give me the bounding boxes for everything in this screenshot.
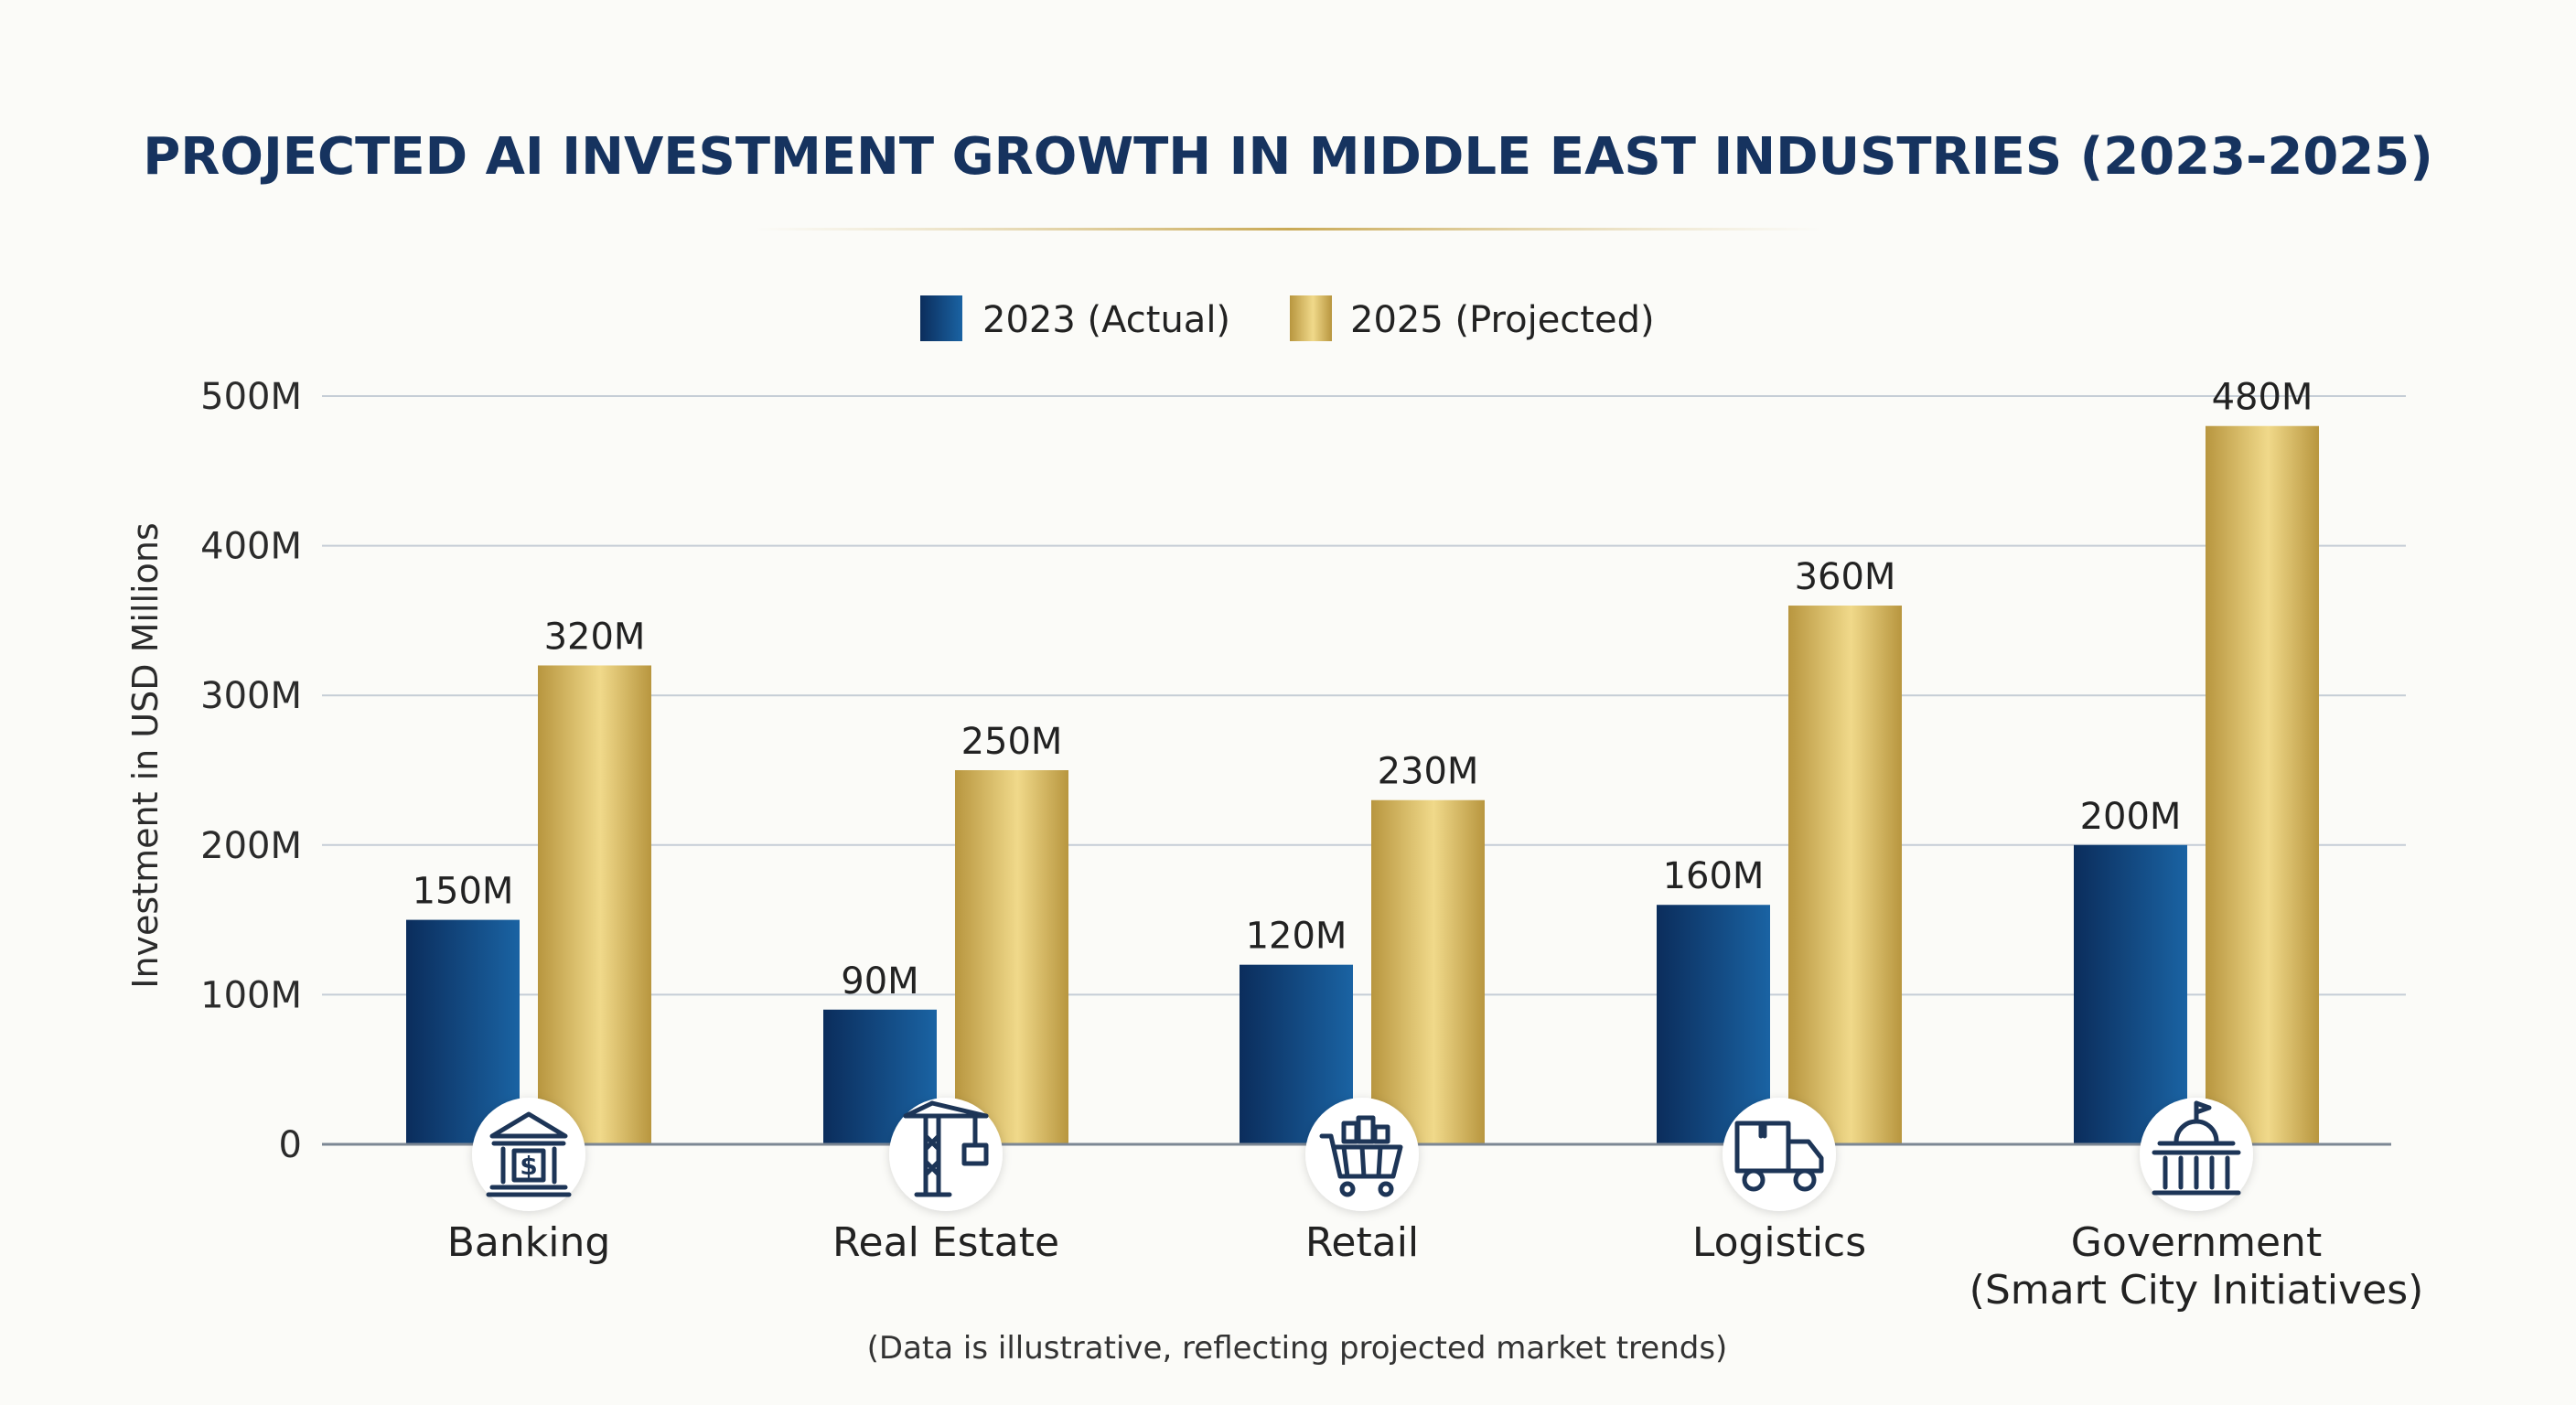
bar-2025-retail — [1371, 799, 1485, 1144]
footnote: (Data is illustrative, reflecting projec… — [867, 1330, 1728, 1367]
legend: 2023 (Actual) 2025 (Projected) — [920, 295, 1655, 341]
delivery-truck-icon — [1723, 1098, 1836, 1211]
y-axis-ticks: 0 100M 200M 300M 400M 500M — [200, 376, 302, 1166]
data-label: 360M — [1795, 556, 1896, 598]
bar-2025-government — [2206, 425, 2319, 1145]
category-label: Banking — [447, 1219, 611, 1266]
y-axis-title: Investment in USD Millions — [125, 522, 166, 988]
value-labels: 150M 320M 90M 250M 120M 230M 160M 360M 200M 480M — [413, 377, 2313, 1003]
data-label: 150M — [413, 871, 514, 913]
data-label: 230M — [1378, 751, 1479, 793]
construction-crane-icon — [889, 1098, 1003, 1211]
svg-text:$: $ — [520, 1151, 537, 1181]
legend-swatch-2025 — [1290, 295, 1332, 341]
category-label: Retail — [1305, 1219, 1419, 1266]
category-label: Logistics — [1692, 1219, 1866, 1266]
bar-2025-banking — [538, 665, 651, 1144]
category-label-line2: (Smart City Initiatives) — [1970, 1267, 2424, 1314]
bank-icon: $ — [472, 1098, 585, 1211]
y-tick-label: 100M — [200, 974, 302, 1016]
title-divider — [755, 228, 1821, 231]
data-label: 250M — [961, 721, 1063, 763]
shopping-cart-icon — [1305, 1098, 1419, 1211]
legend-swatch-2023 — [920, 295, 962, 341]
legend-label-2025: 2025 (Projected) — [1350, 299, 1655, 341]
category-label: Real Estate — [832, 1219, 1059, 1266]
data-label: 120M — [1246, 916, 1347, 958]
data-label: 160M — [1663, 855, 1765, 897]
chart-title: PROJECTED AI INVESTMENT GROWTH IN MIDDLE… — [143, 127, 2433, 187]
data-label: 320M — [544, 616, 646, 658]
bar-2025-logistics — [1788, 606, 1902, 1144]
bar-2023-government — [2074, 844, 2187, 1144]
y-tick-label: 300M — [200, 675, 302, 717]
bar-2023-logistics — [1657, 905, 1770, 1144]
category-labels: Banking Real Estate Retail Logistics Governm… — [447, 1219, 2424, 1314]
y-tick-label: 0 — [279, 1124, 302, 1166]
y-tick-label: 200M — [200, 825, 302, 867]
y-tick-label: 500M — [200, 376, 302, 418]
category-icons: $ — [472, 1098, 2253, 1211]
legend-label-2023: 2023 (Actual) — [982, 299, 1230, 341]
gridlines — [322, 395, 2406, 996]
bars — [406, 425, 2319, 1145]
category-label: Government — [2071, 1219, 2322, 1266]
data-label: 90M — [841, 960, 918, 1003]
data-label: 200M — [2080, 796, 2182, 838]
government-building-icon — [2140, 1098, 2253, 1211]
data-label: 480M — [2212, 377, 2313, 419]
y-tick-label: 400M — [200, 526, 302, 568]
bar-2025-real-estate — [955, 770, 1068, 1144]
